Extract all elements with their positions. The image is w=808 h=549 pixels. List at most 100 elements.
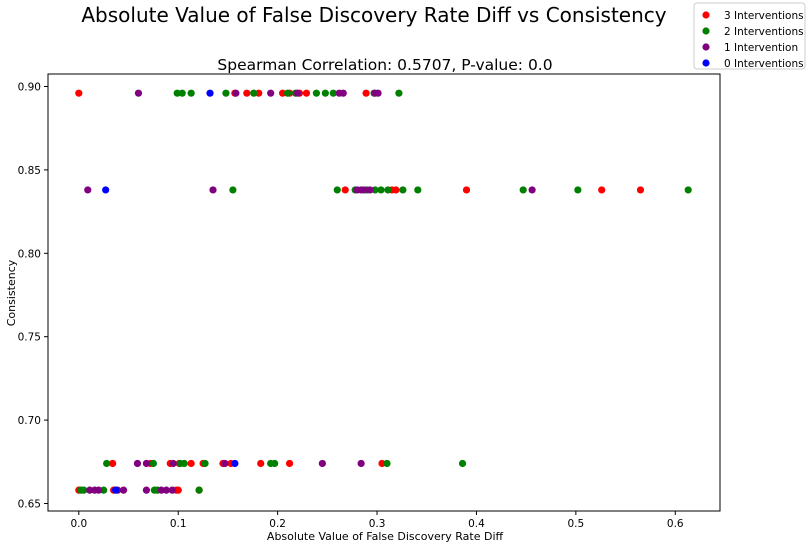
data-point-series-3 [206, 89, 214, 97]
data-point-series-1 [195, 486, 203, 494]
data-point-series-1 [100, 486, 108, 494]
data-point-series-0 [636, 186, 645, 194]
x-tick-label: 0.4 [468, 518, 485, 530]
y-tick-label: 0.85 [18, 165, 41, 177]
data-point-series-0 [243, 89, 251, 97]
data-point-series-0 [598, 186, 606, 194]
legend-box [693, 2, 806, 70]
data-point-series-2 [119, 486, 128, 494]
data-point-series-2 [162, 486, 170, 494]
data-point-series-2 [133, 459, 142, 468]
data-point-series-0 [279, 89, 287, 97]
data-point-series-0 [174, 486, 182, 494]
legend-label: 2 Interventions [724, 26, 804, 38]
chart-subtitle: Spearman Correlation: 0.5707, P-value: 0… [217, 56, 552, 74]
data-point-series-1 [377, 186, 385, 194]
data-point-series-1 [684, 186, 692, 194]
y-axis-label: Consistency [5, 259, 18, 326]
data-point-series-0 [362, 89, 370, 97]
data-point-series-2 [366, 186, 374, 194]
data-point-series-1 [399, 186, 407, 194]
data-point-series-2 [84, 186, 92, 194]
data-point-series-2 [169, 459, 177, 468]
data-point-series-1 [414, 186, 422, 194]
x-axis: 0.0 0.1 0.2 0.3 0.4 0.5 0.6 [70, 511, 684, 530]
legend-marker [702, 27, 710, 35]
data-point-series-2 [267, 89, 275, 97]
data-point-series-2 [168, 486, 176, 494]
x-tick-label: 0.1 [170, 518, 187, 530]
data-point-series-2 [360, 186, 368, 194]
legend: 3 Interventions 2 Interventions 1 Interven… [693, 2, 806, 70]
data-point-series-1 [149, 459, 157, 468]
data-point-series-0 [109, 459, 117, 468]
y-axis: 0.65 0.70 0.75 0.80 0.85 0.90 [18, 82, 48, 510]
data-point-series-1 [80, 486, 88, 494]
data-point-series-3 [231, 459, 239, 468]
data-point-series-1 [371, 186, 379, 194]
x-tick-label: 0.2 [269, 518, 286, 530]
data-point-series-0 [462, 186, 471, 194]
y-tick-label: 0.70 [18, 415, 41, 427]
data-point-series-1 [271, 459, 279, 468]
data-point-series-1 [222, 89, 230, 97]
data-point-series-0 [285, 459, 294, 468]
data-point-series-2 [374, 89, 382, 97]
data-point-series-2 [86, 486, 94, 494]
data-point-series-2 [209, 186, 217, 194]
data-point-series-1 [173, 89, 181, 97]
data-point-series-1 [250, 89, 258, 97]
data-point-series-2 [339, 89, 347, 97]
data-point-series-1 [458, 459, 467, 468]
data-point-series-0 [75, 89, 83, 97]
data-point-series-2 [293, 89, 302, 97]
data-point-series-1 [329, 89, 337, 97]
data-point-series-2 [357, 459, 365, 468]
data-point-series-2 [232, 89, 240, 97]
data-point-series-3 [102, 186, 110, 194]
x-tick-label: 0.3 [369, 518, 386, 530]
data-point-series-0 [392, 186, 400, 194]
y-tick-label: 0.65 [18, 498, 41, 510]
data-point-series-1 [103, 459, 111, 468]
legend-label: 0 Interventions [724, 58, 804, 70]
data-point-series-1 [384, 186, 392, 194]
data-point-series-2 [134, 89, 143, 97]
legend-marker [702, 43, 710, 51]
data-points [75, 89, 692, 494]
data-point-series-3 [111, 486, 120, 494]
data-point-series-0 [341, 186, 349, 194]
legend-marker [702, 11, 710, 19]
y-tick-label: 0.80 [18, 248, 41, 260]
data-point-series-1 [187, 89, 195, 97]
x-tick-label: 0.5 [568, 518, 585, 530]
data-point-series-2 [157, 486, 165, 494]
data-point-series-1 [283, 89, 292, 97]
data-point-series-1 [321, 89, 329, 97]
plot-area [47, 73, 721, 512]
data-point-series-2 [142, 459, 151, 468]
data-point-series-0 [257, 459, 265, 468]
data-point-series-0 [187, 459, 195, 468]
data-point-series-2 [221, 459, 229, 468]
data-point-series-1 [229, 186, 237, 194]
data-point-series-1 [383, 459, 391, 468]
data-point-series-0 [302, 89, 311, 97]
legend-marker [702, 59, 710, 67]
data-point-series-1 [201, 459, 209, 468]
data-point-series-2 [142, 486, 151, 494]
data-point-series-1 [178, 89, 186, 97]
data-point-series-0 [378, 459, 386, 468]
data-point-series-1 [312, 89, 321, 97]
x-axis-label: Absolute Value of False Discovery Rate D… [267, 530, 504, 543]
data-point-series-1 [395, 89, 403, 97]
x-tick-label: 0.0 [70, 518, 87, 530]
data-point-series-2 [528, 186, 536, 194]
y-tick-label: 0.75 [18, 332, 41, 344]
data-point-series-2 [318, 459, 326, 468]
legend-label: 3 Interventions [724, 10, 804, 22]
legend-label: 1 Intervention [724, 42, 798, 54]
data-point-series-1 [574, 186, 582, 194]
x-tick-label: 0.6 [667, 518, 684, 530]
